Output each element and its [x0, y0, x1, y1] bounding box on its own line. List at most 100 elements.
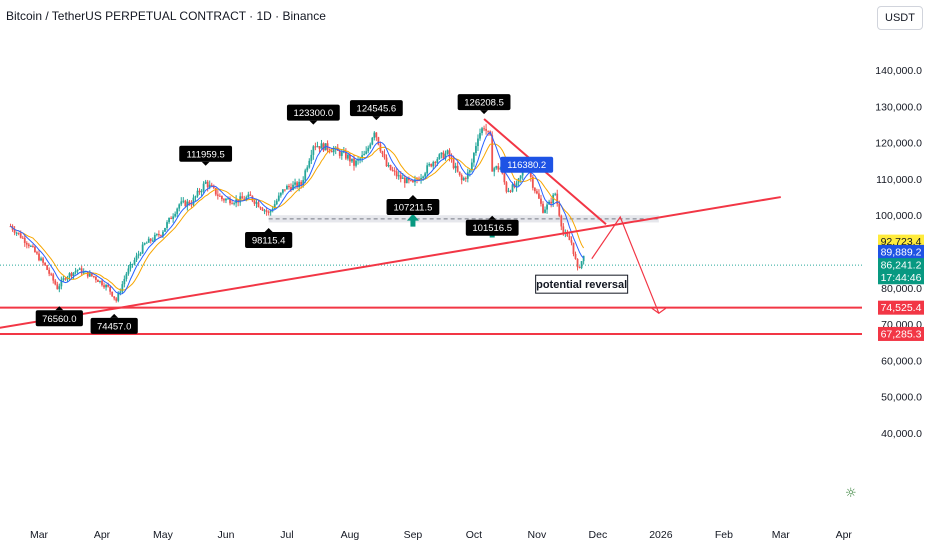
- candle[interactable]: [460, 173, 463, 185]
- candle[interactable]: [308, 158, 311, 169]
- candle[interactable]: [497, 163, 500, 173]
- candle[interactable]: [233, 201, 235, 206]
- candle[interactable]: [204, 179, 207, 185]
- pivot-high-label[interactable]: 123300.0: [286, 104, 340, 125]
- candle[interactable]: [265, 208, 268, 216]
- candle[interactable]: [281, 189, 284, 195]
- candle[interactable]: [572, 242, 575, 257]
- pivot-low-label[interactable]: 76560.0: [35, 306, 83, 327]
- candle[interactable]: [351, 158, 353, 164]
- candle[interactable]: [318, 146, 321, 153]
- candle[interactable]: [454, 162, 457, 173]
- candle[interactable]: [115, 297, 118, 303]
- candle[interactable]: [556, 189, 559, 207]
- candle[interactable]: [64, 277, 67, 281]
- candle[interactable]: [99, 280, 101, 284]
- candle[interactable]: [334, 146, 337, 155]
- candle[interactable]: [477, 134, 479, 151]
- candle[interactable]: [36, 250, 38, 255]
- candle[interactable]: [247, 191, 250, 198]
- candle[interactable]: [111, 291, 114, 297]
- candle[interactable]: [176, 207, 179, 218]
- candle[interactable]: [462, 176, 465, 181]
- candle[interactable]: [54, 279, 57, 286]
- candle[interactable]: [70, 271, 73, 279]
- candle[interactable]: [257, 200, 260, 208]
- candle[interactable]: [129, 261, 132, 272]
- candle[interactable]: [125, 271, 128, 282]
- candle[interactable]: [210, 182, 213, 187]
- candle[interactable]: [540, 194, 542, 207]
- candle[interactable]: [78, 267, 81, 270]
- candle[interactable]: [255, 199, 258, 208]
- candle[interactable]: [560, 214, 563, 231]
- candle[interactable]: [538, 189, 540, 200]
- candle[interactable]: [355, 159, 357, 168]
- candle[interactable]: [241, 192, 244, 199]
- candle[interactable]: [27, 242, 30, 249]
- candle[interactable]: [95, 275, 97, 283]
- candle[interactable]: [263, 208, 266, 215]
- candles[interactable]: [9, 123, 585, 303]
- candle[interactable]: [25, 241, 28, 249]
- candle[interactable]: [499, 166, 502, 170]
- candle[interactable]: [200, 189, 203, 197]
- candle[interactable]: [316, 141, 319, 148]
- candle[interactable]: [29, 244, 32, 247]
- candle[interactable]: [391, 166, 394, 172]
- candle[interactable]: [393, 167, 396, 176]
- candle[interactable]: [312, 145, 315, 160]
- candle[interactable]: [275, 198, 278, 206]
- candle[interactable]: [438, 153, 441, 160]
- candle[interactable]: [206, 179, 209, 192]
- currency-selector[interactable]: USDT: [877, 6, 923, 30]
- candle[interactable]: [347, 153, 349, 161]
- candle[interactable]: [578, 266, 581, 269]
- pivot-low-label[interactable]: 101516.5: [465, 215, 519, 236]
- candle[interactable]: [387, 162, 390, 168]
- candle[interactable]: [50, 272, 53, 277]
- candle[interactable]: [536, 188, 538, 195]
- candle[interactable]: [90, 273, 93, 278]
- candle[interactable]: [306, 165, 309, 173]
- candle[interactable]: [113, 296, 116, 301]
- candle[interactable]: [56, 281, 59, 290]
- candle[interactable]: [426, 162, 429, 176]
- candle[interactable]: [507, 187, 510, 193]
- candle[interactable]: [88, 270, 91, 278]
- candle[interactable]: [168, 217, 170, 224]
- candle[interactable]: [310, 149, 313, 165]
- candle[interactable]: [182, 197, 185, 204]
- blue-price-label[interactable]: 116380.2: [500, 156, 554, 173]
- candle[interactable]: [533, 187, 536, 194]
- candle[interactable]: [261, 207, 264, 211]
- candle[interactable]: [475, 142, 477, 156]
- candle[interactable]: [216, 190, 219, 200]
- candle[interactable]: [164, 227, 166, 232]
- candle[interactable]: [17, 232, 20, 236]
- candle[interactable]: [145, 241, 148, 244]
- candle[interactable]: [473, 152, 475, 167]
- candle[interactable]: [74, 267, 77, 275]
- candle[interactable]: [251, 195, 254, 203]
- candle[interactable]: [458, 171, 461, 177]
- candle[interactable]: [21, 235, 24, 239]
- candle[interactable]: [225, 197, 227, 204]
- candle[interactable]: [440, 152, 443, 159]
- candle[interactable]: [428, 162, 431, 167]
- candle[interactable]: [184, 199, 187, 207]
- candle[interactable]: [322, 142, 325, 152]
- candle[interactable]: [86, 271, 89, 279]
- candle[interactable]: [42, 256, 44, 266]
- candle[interactable]: [397, 170, 400, 180]
- candle[interactable]: [485, 123, 487, 135]
- candle[interactable]: [580, 261, 583, 270]
- candle[interactable]: [48, 267, 51, 277]
- candle[interactable]: [147, 236, 150, 243]
- candle[interactable]: [202, 181, 205, 194]
- pivot-high-label[interactable]: 111959.5: [179, 145, 233, 166]
- candle[interactable]: [574, 251, 577, 260]
- candle[interactable]: [237, 199, 240, 207]
